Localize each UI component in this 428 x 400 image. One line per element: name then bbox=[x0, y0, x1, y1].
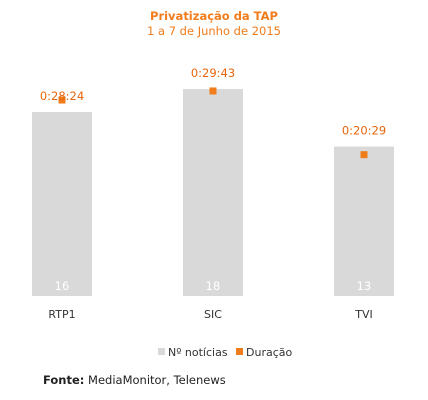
duration-marker-rtp1 bbox=[58, 96, 66, 104]
legend-swatch-count bbox=[158, 348, 165, 355]
chart-subtitle: 1 a 7 de Junho de 2015 bbox=[147, 24, 281, 38]
count-label-sic: 18 bbox=[206, 279, 221, 293]
chart-title: Privatização da TAP bbox=[150, 9, 278, 23]
labels-group: 16 0:28:24 RTP1 18 0:29:43 SIC 13 0:20:29 TVI bbox=[40, 66, 386, 321]
legend: Nº notícias Duração bbox=[158, 346, 292, 359]
category-label-sic: SIC bbox=[204, 308, 222, 321]
legend-label-count: Nº notícias bbox=[168, 346, 228, 359]
count-label-tvi: 13 bbox=[357, 279, 372, 293]
duration-marker-tvi bbox=[360, 151, 368, 159]
duration-marker-sic bbox=[209, 87, 217, 95]
duration-label-rtp1: 0:28:24 bbox=[40, 89, 84, 103]
bar-rtp1 bbox=[32, 112, 92, 296]
legend-swatch-duration bbox=[236, 348, 243, 355]
bars-group bbox=[32, 89, 394, 296]
source-text: MediaMonitor, Telenews bbox=[84, 373, 226, 387]
markers-group bbox=[58, 87, 368, 159]
legend-label-duration: Duração bbox=[246, 346, 292, 359]
source-note: Fonte: MediaMonitor, Telenews bbox=[43, 373, 226, 387]
count-label-rtp1: 16 bbox=[55, 279, 70, 293]
bar-sic bbox=[183, 89, 243, 296]
bar-tvi bbox=[334, 146, 394, 296]
duration-label-sic: 0:29:43 bbox=[191, 66, 235, 80]
duration-label-tvi: 0:20:29 bbox=[342, 124, 386, 138]
source-label: Fonte: bbox=[43, 373, 85, 387]
category-label-rtp1: RTP1 bbox=[48, 308, 75, 321]
category-label-tvi: TVI bbox=[354, 308, 373, 321]
